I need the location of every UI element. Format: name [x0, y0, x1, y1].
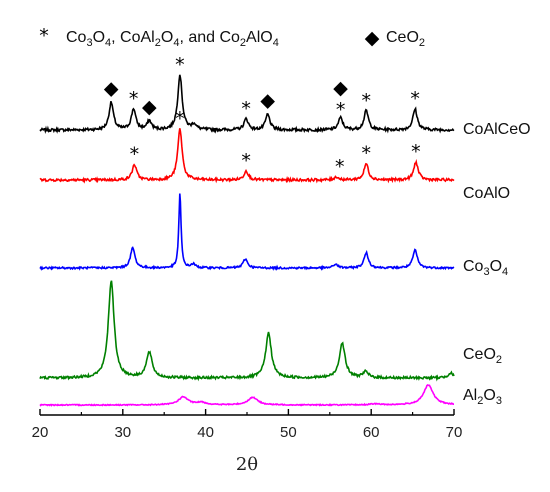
x-tick-label: 20	[32, 424, 49, 441]
series-co3o4: Co3O4	[39, 193, 508, 278]
x-tick-label: 60	[363, 424, 380, 441]
star-marker: *	[241, 150, 251, 172]
series-al2o3: Al2O3	[39, 383, 502, 407]
x-axis-title: 2θ	[236, 454, 258, 475]
diamond-marker: ◆	[333, 77, 348, 99]
series-coalo: CoAlO * * * * * *	[39, 108, 510, 202]
legend-star-symbol: *	[39, 25, 49, 47]
x-tick-label: 30	[114, 424, 131, 441]
trace-label-co3o4: Co3O4	[463, 258, 508, 278]
trace-label-ceo2: CeO2	[463, 346, 502, 366]
diamond-marker: ◆	[142, 96, 157, 118]
legend-label-ceria: CeO2	[386, 29, 425, 49]
legend: * Co3O4, CoAl2O4, and Co2AlO4 ◆ CeO2	[39, 25, 425, 49]
x-tick-label: 40	[197, 424, 214, 441]
trace-label-coalo: CoAlO	[463, 185, 510, 202]
trace-label-al2o3: Al2O3	[463, 387, 502, 407]
series-ceo2: CeO2	[39, 280, 502, 382]
x-axis: 20 30 40 50 60 70 2θ	[32, 409, 463, 475]
star-marker: *	[130, 144, 140, 166]
star-marker: *	[335, 156, 345, 178]
star-marker: *	[241, 98, 251, 120]
star-marker: *	[129, 88, 139, 110]
star-marker: *	[336, 99, 346, 121]
plot-area: CoAlCeO◆ * ◆** ◆◆* * *CoAlO*** ** *Co3O4CeO2Al2…	[39, 54, 531, 407]
series-line-coalceo	[39, 74, 455, 135]
star-marker: *	[410, 88, 420, 110]
x-tick-label: 50	[280, 424, 297, 441]
series-line-coalo	[39, 128, 455, 184]
series-line-al2o3	[39, 383, 454, 407]
legend-diamond-symbol: ◆	[365, 27, 380, 49]
diamond-marker: ◆	[104, 78, 119, 100]
series-coalceo: CoAlCeO◆ * ◆** ◆◆* * *	[39, 54, 531, 138]
star-marker: *	[175, 54, 185, 76]
series-line-co3o4	[39, 193, 455, 271]
star-marker: *	[361, 143, 371, 165]
star-marker: *	[411, 141, 421, 163]
trace-label-coalceo: CoAlCeO	[463, 121, 531, 138]
series-line-ceo2	[39, 280, 455, 382]
star-marker: *	[175, 108, 185, 130]
legend-label-spinel: Co3O4, CoAl2O4, and Co2AlO4	[66, 29, 279, 49]
diamond-marker: ◆	[260, 90, 275, 112]
x-tick-label: 70	[446, 424, 463, 441]
star-marker: *	[361, 90, 371, 112]
